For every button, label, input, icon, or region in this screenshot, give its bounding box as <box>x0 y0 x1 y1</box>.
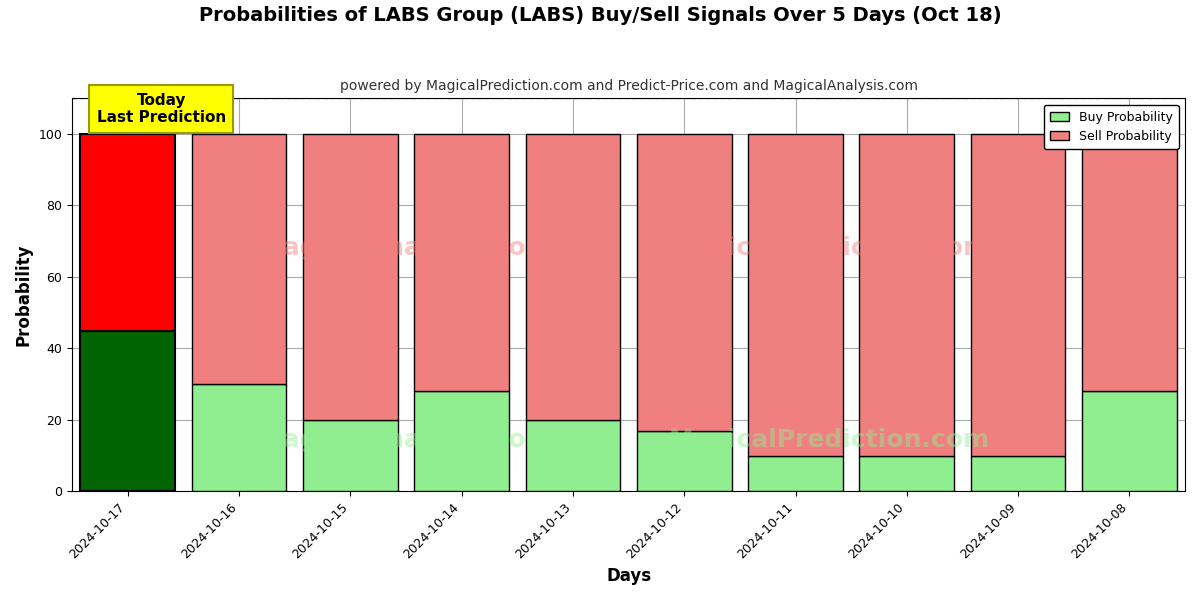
Bar <box>414 391 509 491</box>
Text: Probabilities of LABS Group (LABS) Buy/Sell Signals Over 5 Days (Oct 18): Probabilities of LABS Group (LABS) Buy/S… <box>199 6 1001 25</box>
Bar <box>80 331 175 491</box>
Text: MagicalAnalysis.com: MagicalAnalysis.com <box>259 236 553 260</box>
Bar <box>192 134 287 384</box>
Bar <box>749 455 842 491</box>
Bar <box>637 431 732 491</box>
Bar <box>414 134 509 391</box>
Bar <box>749 134 842 455</box>
Text: MagicalPrediction.com: MagicalPrediction.com <box>668 236 990 260</box>
Bar <box>859 455 954 491</box>
X-axis label: Days: Days <box>606 567 652 585</box>
Bar <box>526 420 620 491</box>
Text: MagicalPrediction.com: MagicalPrediction.com <box>668 428 990 452</box>
Title: powered by MagicalPrediction.com and Predict-Price.com and MagicalAnalysis.com: powered by MagicalPrediction.com and Pre… <box>340 79 918 93</box>
Bar <box>859 134 954 455</box>
Bar <box>1082 391 1177 491</box>
Bar <box>304 420 397 491</box>
Bar <box>637 134 732 431</box>
Bar <box>526 134 620 420</box>
Text: MagicalAnalysis.com: MagicalAnalysis.com <box>259 428 553 452</box>
Bar <box>1082 134 1177 391</box>
Legend: Buy Probability, Sell Probability: Buy Probability, Sell Probability <box>1044 104 1178 149</box>
Y-axis label: Probability: Probability <box>16 244 34 346</box>
Text: Today
Last Prediction: Today Last Prediction <box>96 93 226 125</box>
Bar <box>971 134 1066 455</box>
Bar <box>971 455 1066 491</box>
Bar <box>304 134 397 420</box>
Bar <box>80 134 175 331</box>
Bar <box>192 384 287 491</box>
